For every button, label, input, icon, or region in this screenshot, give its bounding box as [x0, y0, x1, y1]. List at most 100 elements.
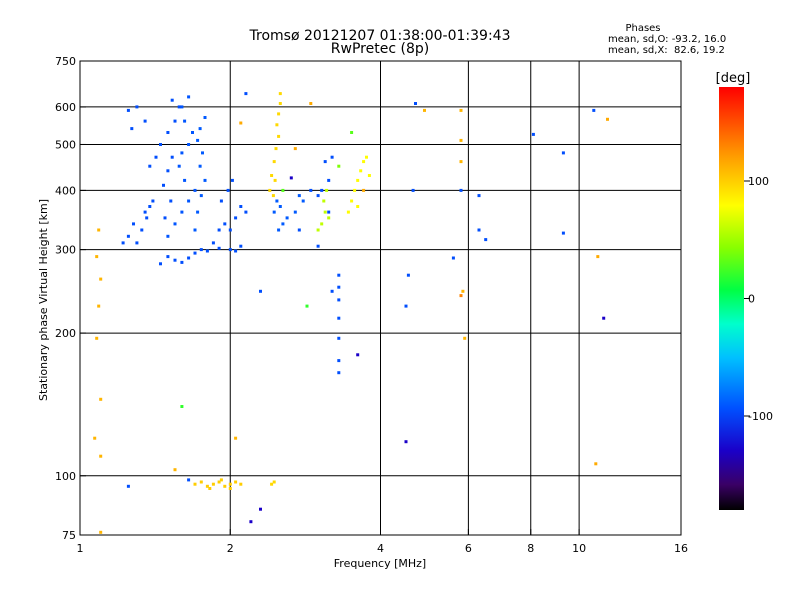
data-point — [121, 241, 125, 245]
data-point — [228, 482, 232, 486]
data-point — [459, 294, 463, 298]
data-point — [159, 262, 162, 266]
data-point — [323, 160, 327, 164]
data-point — [187, 478, 191, 482]
chart-title: Tromsø 20121207 01:38:00-01:39:43 — [249, 28, 511, 44]
data-point — [180, 210, 184, 214]
data-point — [353, 188, 357, 192]
data-point — [143, 119, 147, 123]
colorbar-tick-label: -100 — [748, 410, 773, 423]
data-point — [327, 216, 331, 220]
data-point — [275, 199, 279, 203]
data-point — [249, 520, 253, 524]
data-point — [330, 155, 334, 159]
data-point — [173, 468, 177, 472]
data-point — [365, 155, 368, 159]
data-point — [350, 199, 354, 203]
data-point — [208, 487, 212, 490]
data-point — [180, 260, 184, 264]
data-point — [272, 210, 276, 214]
data-point — [196, 210, 200, 214]
data-point — [362, 188, 366, 192]
y-tick-label: 300 — [55, 244, 76, 257]
data-point — [201, 151, 204, 155]
data-point — [177, 164, 181, 168]
data-point — [322, 199, 326, 203]
data-point — [173, 222, 177, 226]
data-point — [198, 127, 202, 131]
data-point — [277, 228, 281, 232]
data-point — [281, 222, 285, 226]
data-point — [228, 248, 232, 252]
data-point — [193, 228, 197, 232]
x-tick-label: 16 — [674, 542, 688, 555]
data-point — [309, 102, 313, 105]
data-point — [239, 244, 243, 248]
data-point — [211, 482, 215, 486]
data-point — [272, 480, 276, 484]
data-point — [217, 228, 221, 232]
data-point — [531, 132, 535, 136]
data-point — [234, 436, 238, 440]
data-point — [320, 188, 324, 192]
data-point — [126, 484, 130, 488]
chart-subtitle: RwPretec (8p) — [331, 41, 429, 57]
data-point — [187, 95, 191, 99]
data-point — [159, 143, 162, 146]
data-point — [484, 238, 488, 242]
data-point — [606, 117, 609, 121]
data-point — [316, 228, 320, 232]
data-point — [359, 169, 363, 173]
data-point — [301, 199, 305, 203]
y-tick-label: 200 — [55, 327, 76, 340]
data-point — [337, 371, 341, 375]
y-axis-ticks: 75 100 200 300 400 500 600 750 — [55, 55, 86, 542]
data-point — [346, 210, 350, 214]
data-point — [239, 482, 243, 486]
data-point — [166, 169, 170, 173]
data-point — [367, 174, 371, 177]
data-point — [145, 216, 149, 220]
data-point — [350, 131, 354, 134]
y-axis-label: Stationary phase Virtual Height [km] — [37, 199, 50, 401]
data-point — [561, 151, 565, 155]
data-point — [602, 316, 606, 320]
data-point — [148, 205, 152, 208]
data-point — [277, 112, 281, 116]
data-point — [259, 289, 262, 293]
x-tick-label: 2 — [227, 542, 234, 555]
data-point — [99, 454, 103, 458]
data-point — [337, 336, 341, 340]
data-point — [217, 480, 221, 484]
data-point — [337, 359, 341, 363]
data-point — [270, 482, 274, 486]
data-point — [205, 484, 209, 488]
data-point — [268, 188, 272, 192]
data-point — [234, 249, 238, 253]
data-point — [477, 228, 481, 232]
data-point — [183, 178, 187, 182]
data-point — [337, 164, 341, 168]
x-axis-ticks: 1 2 4 6 8 10 16 — [77, 529, 688, 555]
data-point — [327, 210, 331, 214]
data-point — [97, 304, 101, 308]
data-point — [356, 205, 360, 208]
data-point — [199, 248, 203, 252]
data-point — [180, 405, 184, 408]
data-point — [463, 336, 467, 340]
data-point — [126, 234, 130, 238]
data-point — [93, 436, 97, 440]
data-point — [193, 251, 197, 255]
data-point — [130, 127, 134, 131]
colorbar-label: [deg] — [716, 71, 751, 86]
data-point — [132, 222, 135, 226]
data-point — [151, 199, 155, 203]
data-point — [285, 216, 289, 220]
data-point — [278, 92, 282, 96]
data-point — [148, 164, 152, 168]
data-point — [275, 123, 279, 127]
data-point — [170, 155, 174, 159]
data-point — [244, 210, 248, 214]
data-point — [596, 255, 600, 259]
data-point — [404, 440, 408, 444]
